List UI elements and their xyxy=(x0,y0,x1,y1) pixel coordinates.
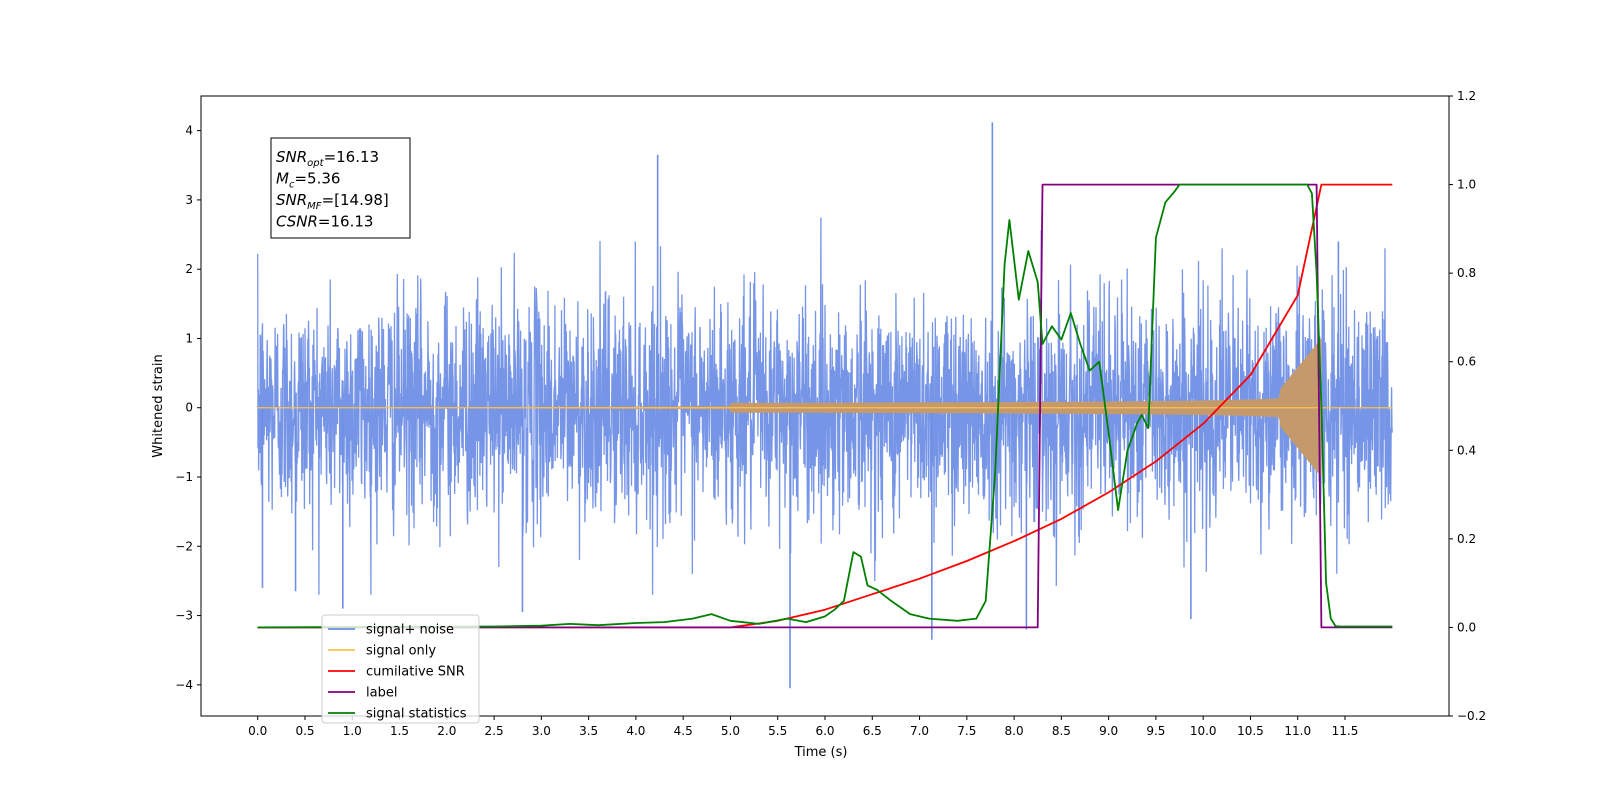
signal-noise-line xyxy=(257,217,1393,595)
x-tick-label: 10.5 xyxy=(1237,724,1264,738)
y-right-tick-label: 0.6 xyxy=(1457,355,1476,369)
annotation-subscript: MF xyxy=(307,201,322,212)
x-tick-label: 2.5 xyxy=(485,724,504,738)
x-tick-label: 10.0 xyxy=(1190,724,1217,738)
y-right-tick-label: 0.8 xyxy=(1457,266,1476,280)
y-right-tick-label: −0.2 xyxy=(1457,709,1486,723)
x-tick-label: 6.0 xyxy=(815,724,834,738)
x-tick-label: 7.0 xyxy=(910,724,929,738)
y-left-tick-label: −1 xyxy=(175,470,193,484)
y-left-tick-label: −4 xyxy=(175,678,193,692)
annotation-symbol: M xyxy=(276,170,289,188)
y-left-tick-label: 0 xyxy=(185,401,193,415)
plot-area xyxy=(257,122,1393,689)
x-tick-label: 1.0 xyxy=(343,724,362,738)
annotation-box: SNRopt=16.13Mc=5.36SNRMF=[14.98]CSNR=16.… xyxy=(270,137,411,239)
annotation-symbol: SNR xyxy=(276,148,307,166)
series-signal-noise xyxy=(257,122,1393,689)
y-left-tick-label: −3 xyxy=(175,609,193,623)
y-right-tick-label: 0.2 xyxy=(1457,532,1476,546)
series-signal-statisticsline xyxy=(257,183,1393,629)
annotation-value: =16.13 xyxy=(324,148,380,166)
x-tick-label: 11.5 xyxy=(1332,724,1359,738)
legend-label: signal statistics xyxy=(366,707,467,722)
x-tick-label: 11.0 xyxy=(1284,724,1311,738)
annotation-symbol: SNR xyxy=(276,191,307,209)
x-tick-label: 2.0 xyxy=(437,724,456,738)
x-tick-label: 8.5 xyxy=(1052,724,1071,738)
legend-frame xyxy=(321,614,480,724)
y-axis-left: −4 −3 −2 −1 0 1 2 3 4 xyxy=(175,124,201,692)
x-axis-label: Time (s) xyxy=(794,745,848,760)
y-right-tick-label: 0.4 xyxy=(1457,443,1476,457)
series-signal-only xyxy=(257,338,1393,477)
x-tick-label: 8.0 xyxy=(1005,724,1024,738)
annotation-value: =5.36 xyxy=(294,170,340,188)
y-left-tick-label: 3 xyxy=(185,193,193,207)
annotation-frame xyxy=(270,137,411,239)
x-tick-label: 5.0 xyxy=(721,724,740,738)
x-tick-label: 1.5 xyxy=(390,724,409,738)
x-tick-label: 4.5 xyxy=(674,724,693,738)
annotation-line: SNRMF=[14.98] xyxy=(276,191,389,212)
legend-label: signal only xyxy=(366,644,436,659)
right-axis-series xyxy=(257,183,1393,629)
x-tick-label: 0.5 xyxy=(295,724,314,738)
annotation-symbol: CSNR xyxy=(276,213,318,231)
x-tick-label: 4.0 xyxy=(626,724,645,738)
annotation-value: =[14.98] xyxy=(322,191,389,209)
annotation-line: CSNR=16.13 xyxy=(276,213,373,231)
annotation-subscript: opt xyxy=(307,158,324,169)
annotation-line: SNRopt=16.13 xyxy=(276,148,379,169)
y-left-tick-label: 4 xyxy=(185,124,193,138)
annotation-line: Mc=5.36 xyxy=(276,170,340,191)
legend: signal+ noise signal only cumilative SNR la… xyxy=(321,614,480,724)
series-cumilative-snrline xyxy=(257,183,1393,629)
y-left-tick-label: −2 xyxy=(175,539,193,553)
y-right-tick-label: 1.2 xyxy=(1457,89,1476,103)
x-axis: 0.0 0.5 1.0 1.5 2.0 2.5 3.0 3.5 4.0 4.5 5.0 5.5 6.0 6… xyxy=(248,716,1358,738)
x-tick-label: 0.0 xyxy=(248,724,267,738)
y-right-tick-label: 0.0 xyxy=(1457,620,1476,634)
x-tick-label: 9.0 xyxy=(1099,724,1118,738)
y-axis-right: −0.2 0.0 0.2 0.4 0.6 0.8 1.0 1.2 xyxy=(1449,89,1486,723)
x-tick-label: 6.5 xyxy=(863,724,882,738)
legend-label: label xyxy=(366,686,397,701)
annotation-value: =16.13 xyxy=(318,213,374,231)
annotation-subscript: c xyxy=(289,180,295,191)
y-left-tick-label: 1 xyxy=(185,331,193,345)
legend-label: cumilative SNR xyxy=(366,665,465,680)
x-tick-label: 3.0 xyxy=(532,724,551,738)
x-tick-label: 5.5 xyxy=(768,724,787,738)
legend-label: signal+ noise xyxy=(366,623,454,638)
x-tick-label: 7.5 xyxy=(957,724,976,738)
x-tick-label: 3.5 xyxy=(579,724,598,738)
y-right-tick-label: 1.0 xyxy=(1457,178,1476,192)
y-left-tick-label: 2 xyxy=(185,262,193,276)
y-axis-left-label: Whitened strain xyxy=(151,354,166,457)
x-tick-label: 9.5 xyxy=(1146,724,1165,738)
